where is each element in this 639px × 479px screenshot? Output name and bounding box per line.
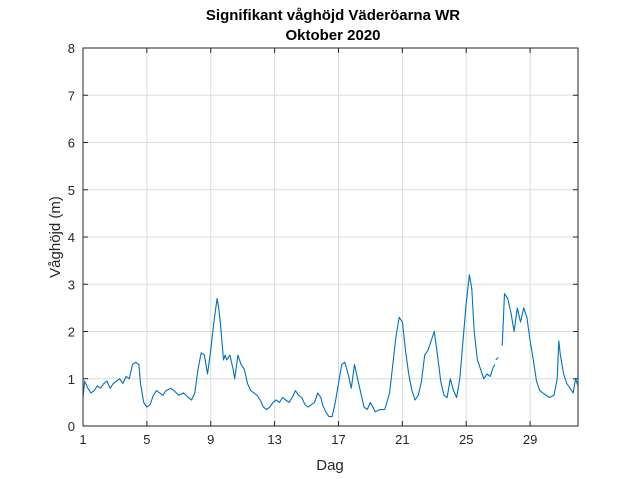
y-tick-label: 4: [68, 230, 75, 245]
chart-subtitle: Oktober 2020: [285, 27, 380, 44]
x-tick-label: 5: [143, 432, 150, 447]
x-tick-label: 1: [79, 432, 86, 447]
y-tick-label: 0: [68, 419, 75, 434]
y-tick-label: 1: [68, 372, 75, 387]
x-tick-label: 29: [523, 432, 537, 447]
wave-height-series-line: [501, 293, 579, 399]
series-layer: [82, 274, 579, 418]
chart-title: Signifikant våghöjd Väderöarna WR: [206, 7, 460, 24]
wave-height-series-line: [495, 357, 499, 361]
x-axis-label: Dag: [316, 457, 344, 474]
y-tick-label: 8: [68, 41, 75, 56]
grid-lines: [82, 47, 578, 427]
y-tick-label: 5: [68, 183, 75, 198]
wave-height-series-line: [82, 274, 496, 418]
y-tick-label: 2: [68, 325, 75, 340]
x-tick-label: 17: [331, 432, 345, 447]
x-tick-label: 21: [395, 432, 409, 447]
y-tick-label: 7: [68, 88, 75, 103]
x-tick-label: 9: [207, 432, 214, 447]
y-tick-label: 3: [68, 277, 75, 292]
x-tick-label: 13: [267, 432, 281, 447]
x-tick-label: 25: [459, 432, 473, 447]
y-axis-label: Våghöjd (m): [47, 196, 64, 278]
y-tick-label: 6: [68, 136, 75, 151]
